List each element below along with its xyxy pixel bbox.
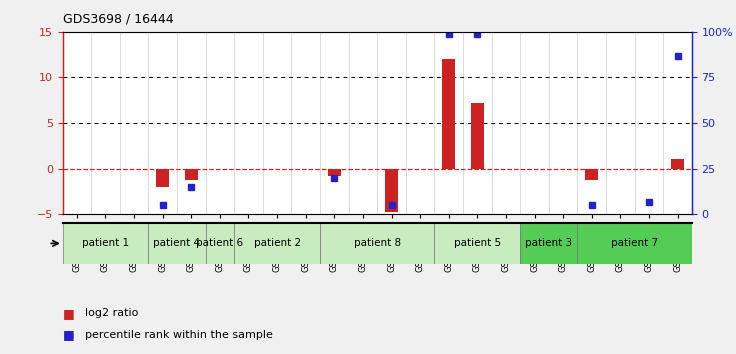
Bar [185, 169, 198, 181]
Bar [328, 169, 341, 176]
Bar [156, 169, 169, 187]
Bar [63, 223, 149, 264]
Text: patient 1: patient 1 [82, 238, 129, 249]
Text: patient 4: patient 4 [153, 238, 200, 249]
Bar [234, 223, 320, 264]
Bar [578, 223, 692, 264]
Bar [585, 169, 598, 179]
Text: patient 5: patient 5 [454, 238, 501, 249]
Text: patient 3: patient 3 [526, 238, 573, 249]
Bar [385, 169, 398, 212]
Bar [149, 223, 205, 264]
Bar [442, 59, 455, 169]
Bar [205, 223, 234, 264]
Bar [671, 159, 684, 169]
Text: ■: ■ [63, 328, 74, 341]
Bar [320, 223, 434, 264]
Text: percentile rank within the sample: percentile rank within the sample [85, 330, 272, 339]
Text: ■: ■ [63, 307, 74, 320]
Text: GDS3698 / 16444: GDS3698 / 16444 [63, 12, 173, 25]
Text: patient 6: patient 6 [197, 238, 244, 249]
Text: log2 ratio: log2 ratio [85, 308, 138, 318]
Bar [520, 223, 578, 264]
Text: patient 7: patient 7 [611, 238, 658, 249]
Bar [471, 103, 484, 169]
Bar [434, 223, 520, 264]
Text: patient 8: patient 8 [353, 238, 401, 249]
Text: patient 2: patient 2 [253, 238, 300, 249]
